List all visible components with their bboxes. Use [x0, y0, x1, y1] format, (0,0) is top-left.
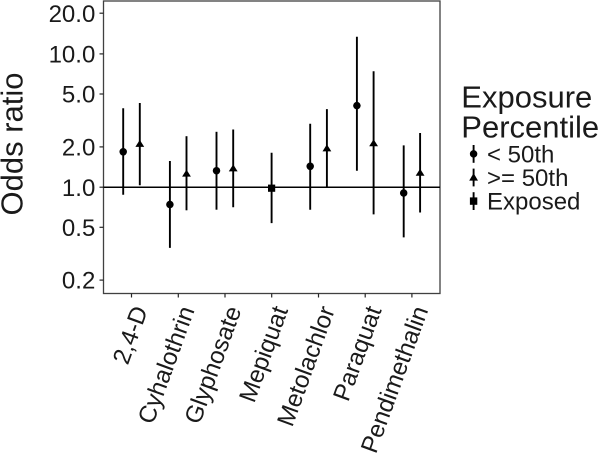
svg-text:Odds ratio: Odds ratio: [0, 72, 30, 215]
svg-text:Percentile: Percentile: [461, 110, 599, 145]
svg-text:2.0: 2.0: [62, 135, 95, 162]
svg-text:Exposed: Exposed: [487, 189, 580, 216]
svg-text:0.5: 0.5: [62, 215, 95, 242]
svg-text:1.0: 1.0: [62, 175, 95, 202]
svg-text:10.0: 10.0: [49, 42, 96, 69]
svg-text:>= 50th: >= 50th: [487, 165, 568, 192]
svg-text:2,4-D: 2,4-D: [108, 303, 154, 368]
svg-text:0.2: 0.2: [62, 268, 95, 295]
svg-text:< 50th: < 50th: [487, 142, 554, 169]
svg-text:20.0: 20.0: [49, 1, 96, 28]
svg-text:5.0: 5.0: [62, 82, 95, 109]
svg-text:Exposure: Exposure: [461, 79, 592, 114]
